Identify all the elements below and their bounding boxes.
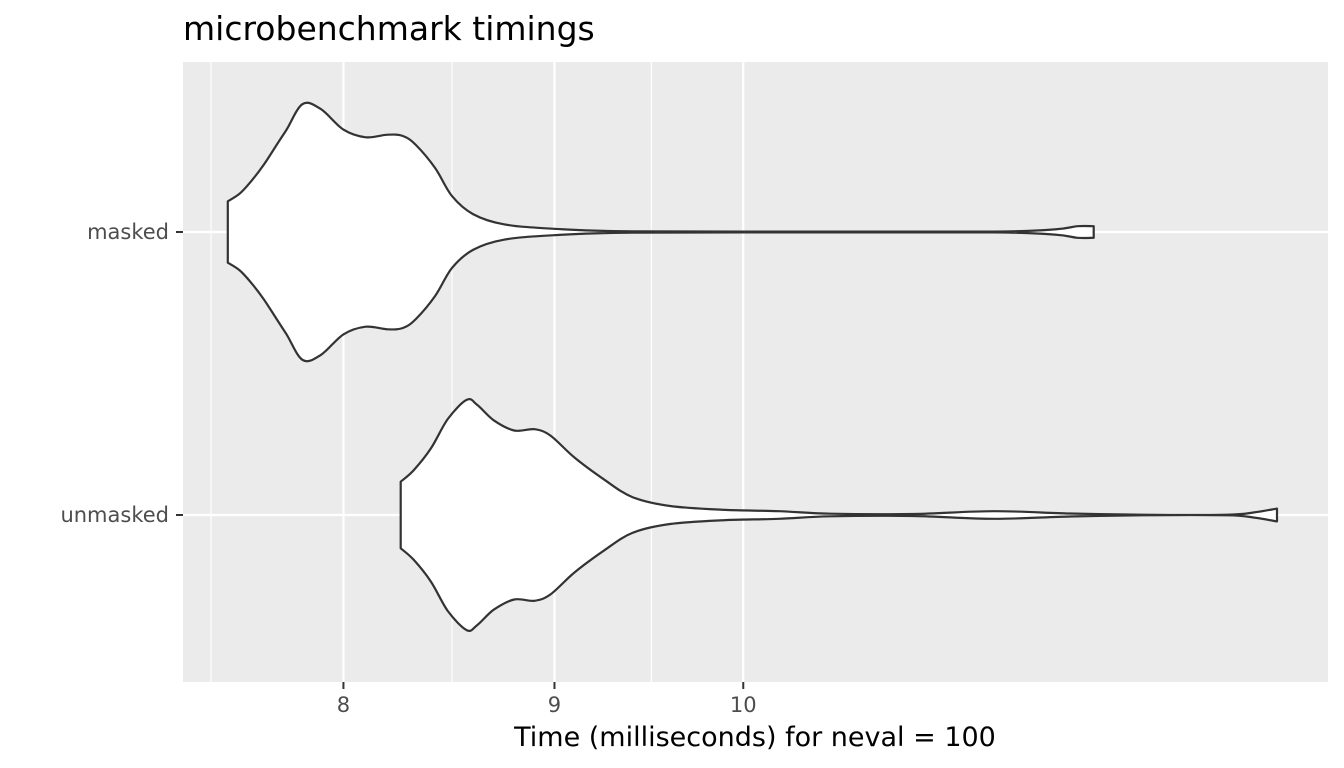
axes: 8 9 10 masked unmasked [60, 220, 756, 717]
x-tick-label: 8 [337, 693, 350, 717]
y-tick-label-unmasked: unmasked [60, 503, 169, 527]
x-tick-label: 9 [548, 693, 561, 717]
violin-unmasked [399, 398, 1279, 632]
violin-masked [226, 101, 1095, 363]
x-tick-label: 10 [730, 693, 757, 717]
y-tick-label-masked: masked [87, 220, 169, 244]
chart-title: microbenchmark timings [183, 9, 595, 48]
x-axis-title: Time (milliseconds) for neval = 100 [513, 722, 996, 753]
violins [226, 101, 1279, 632]
